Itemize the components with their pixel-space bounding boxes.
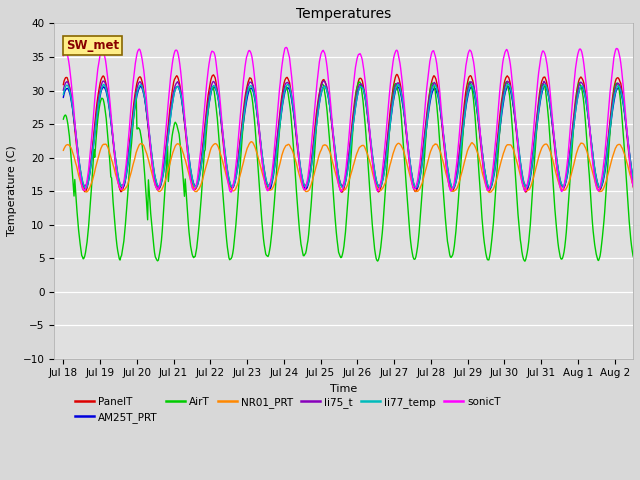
Line: NR01_PRT: NR01_PRT — [63, 142, 640, 192]
Line: li77_temp: li77_temp — [63, 84, 640, 188]
li77_temp — [129, 124, 136, 130]
sonicT — [283, 45, 291, 50]
NR01_PRT — [419, 178, 427, 183]
NR01_PRT — [486, 190, 493, 195]
PanelT — [453, 172, 461, 178]
AM25T_PRT — [358, 83, 365, 89]
li77_temp — [288, 95, 296, 100]
li75_t — [266, 180, 274, 186]
NR01_PRT — [289, 148, 296, 154]
Line: PanelT: PanelT — [63, 74, 640, 192]
li75_t — [60, 87, 67, 93]
AirT — [60, 117, 67, 122]
AirT — [129, 130, 136, 135]
li77_temp — [237, 142, 244, 148]
Line: sonicT: sonicT — [63, 48, 640, 192]
AM25T_PRT — [289, 103, 296, 108]
PanelT — [393, 72, 401, 77]
li77_temp — [504, 82, 512, 87]
sonicT — [60, 53, 67, 59]
li75_t — [289, 100, 296, 106]
li75_t — [237, 131, 245, 137]
AirT — [237, 159, 244, 165]
li77_temp — [419, 160, 426, 166]
AirT — [288, 123, 296, 129]
sonicT — [266, 181, 274, 187]
AirT — [266, 248, 273, 253]
li77_temp — [449, 185, 457, 191]
PanelT — [129, 114, 136, 120]
sonicT — [129, 88, 136, 94]
sonicT — [420, 120, 428, 126]
li75_t — [449, 185, 457, 191]
li77_temp — [266, 183, 273, 189]
li75_t — [419, 149, 427, 155]
AirT — [502, 79, 510, 84]
PanelT — [237, 135, 244, 141]
NR01_PRT — [452, 187, 460, 192]
Line: AM25T_PRT: AM25T_PRT — [63, 86, 640, 190]
sonicT — [289, 93, 297, 98]
PanelT — [266, 186, 273, 192]
AM25T_PRT — [420, 148, 428, 154]
li75_t — [99, 78, 107, 84]
AM25T_PRT — [60, 95, 67, 100]
PanelT — [60, 82, 67, 88]
li75_t — [129, 112, 137, 118]
sonicT — [453, 161, 461, 167]
AM25T_PRT — [237, 144, 244, 150]
AM25T_PRT — [453, 176, 461, 181]
AM25T_PRT — [265, 187, 273, 192]
NR01_PRT — [266, 187, 274, 193]
NR01_PRT — [129, 165, 136, 171]
li75_t — [453, 171, 461, 177]
AirT — [419, 189, 426, 194]
PanelT — [338, 189, 346, 195]
Text: SW_met: SW_met — [66, 38, 119, 51]
Legend: PanelT, AM25T_PRT, AirT, NR01_PRT, li75_t, li77_temp, sonicT: PanelT, AM25T_PRT, AirT, NR01_PRT, li75_… — [71, 393, 505, 427]
Line: li75_t: li75_t — [63, 81, 640, 188]
AM25T_PRT — [266, 186, 274, 192]
AirT — [521, 258, 529, 264]
Title: Temperatures: Temperatures — [296, 7, 391, 21]
AM25T_PRT — [129, 125, 136, 131]
X-axis label: Time: Time — [330, 384, 357, 394]
NR01_PRT — [237, 171, 244, 177]
Y-axis label: Temperature (C): Temperature (C) — [7, 145, 17, 237]
AirT — [451, 236, 459, 242]
sonicT — [227, 189, 235, 195]
PanelT — [288, 94, 296, 100]
sonicT — [237, 103, 245, 108]
PanelT — [420, 139, 428, 145]
NR01_PRT — [60, 148, 67, 154]
NR01_PRT — [247, 139, 255, 144]
Line: AirT: AirT — [63, 82, 640, 261]
li77_temp — [452, 179, 460, 185]
li77_temp — [60, 92, 67, 97]
